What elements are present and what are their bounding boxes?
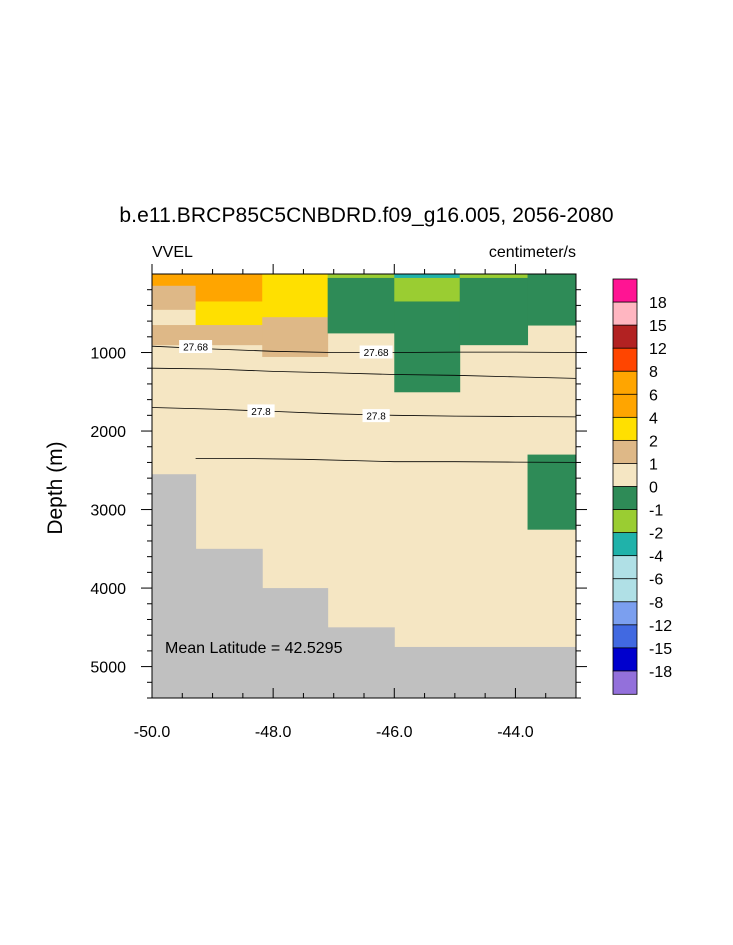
colorbar-label: -12 — [649, 618, 672, 635]
colorbar-box — [612, 555, 638, 580]
colorbar-box — [612, 624, 638, 649]
land-mask — [394, 646, 577, 699]
mean-latitude-annotation: Mean Latitude = 42.5295 — [165, 640, 343, 657]
colorbar-box — [612, 670, 638, 695]
land-mask — [262, 588, 329, 699]
colorbar-label: 18 — [649, 295, 667, 312]
colorbar-label: -15 — [649, 641, 672, 658]
colorbar-label: -6 — [649, 572, 663, 589]
colorbar-box — [612, 301, 638, 326]
units-label: centimeter/s — [488, 244, 576, 261]
heatmap-cell — [527, 274, 577, 326]
colorbar-box — [612, 278, 638, 303]
colorbar-box — [612, 370, 638, 395]
contour-label-bg — [179, 340, 213, 354]
colorbar-box — [612, 601, 638, 626]
heatmap-cell — [459, 277, 529, 346]
colorbar-box — [612, 532, 638, 557]
colorbar-box — [612, 578, 638, 603]
heatmap-cell — [459, 274, 529, 279]
contour-label-bg — [247, 404, 275, 418]
colorbar-box — [612, 486, 638, 511]
heatmap-cell — [394, 277, 461, 302]
land-mask — [152, 474, 197, 699]
land-mask — [195, 548, 263, 699]
colorbar-box — [612, 416, 638, 442]
variable-label: VVEL — [152, 244, 193, 261]
colorbar-box — [612, 463, 638, 488]
y-tick-label: 1000 — [90, 346, 126, 363]
contour-line — [195, 458, 577, 463]
contour-label: 27.68 — [364, 348, 389, 359]
colorbar-label: -18 — [649, 664, 672, 681]
contour-label: 27.8 — [251, 407, 271, 418]
heatmap-cell — [262, 317, 329, 357]
colorbar-label: 2 — [649, 433, 658, 450]
heatmap-cell — [327, 277, 395, 334]
heatmap-cell — [527, 454, 577, 530]
colorbar-box — [612, 439, 638, 465]
colorbar-label: -2 — [649, 526, 663, 543]
heatmap-cell — [195, 325, 263, 346]
colorbar-box — [612, 393, 638, 419]
y-tick-label: 5000 — [90, 660, 126, 677]
heatmap-cell — [327, 274, 395, 279]
x-tick-label: -46.0 — [376, 724, 413, 741]
colorbar-label: -4 — [649, 549, 663, 566]
contour-line — [151, 367, 577, 379]
contour-label-bg — [359, 345, 393, 359]
colorbar-label: 1 — [649, 456, 658, 473]
contour-label-bg — [362, 409, 390, 423]
colorbar-box — [612, 324, 638, 349]
page-title: b.e11.BRCP85C5CNBDRD.f09_g16.005, 2056-2… — [119, 204, 614, 227]
colorbar-label: 15 — [649, 318, 667, 335]
colorbar-box — [612, 509, 638, 534]
heatmap-cell — [195, 301, 263, 326]
colorbar-label: 8 — [649, 364, 658, 381]
contour-label: 27.8 — [366, 412, 386, 423]
heatmap-cell — [394, 301, 461, 393]
heatmap-cell — [394, 274, 461, 279]
heatmap-cell — [152, 274, 197, 287]
y-tick-label: 2000 — [90, 424, 126, 441]
heatmap-cell — [262, 274, 329, 318]
colorbar-label: 6 — [649, 387, 658, 404]
colorbar-label: -1 — [649, 503, 663, 520]
heatmap-cell — [195, 274, 263, 302]
x-tick-label: -50.0 — [134, 724, 171, 741]
x-tick-label: -48.0 — [255, 724, 292, 741]
y-tick-label: 3000 — [90, 503, 126, 520]
y-tick-label: 4000 — [90, 581, 126, 598]
land-mask — [327, 627, 395, 699]
x-tick-label: -44.0 — [497, 724, 534, 741]
colorbar-box — [612, 347, 638, 372]
colorbar-label: 0 — [649, 480, 658, 497]
colorbar-box — [612, 647, 638, 672]
contour-label: 27.68 — [183, 343, 208, 354]
heatmap-cell — [152, 285, 197, 310]
colorbar-label: -8 — [649, 595, 663, 612]
colorbar-label: 12 — [649, 341, 667, 358]
colorbar-label: 4 — [649, 410, 658, 427]
